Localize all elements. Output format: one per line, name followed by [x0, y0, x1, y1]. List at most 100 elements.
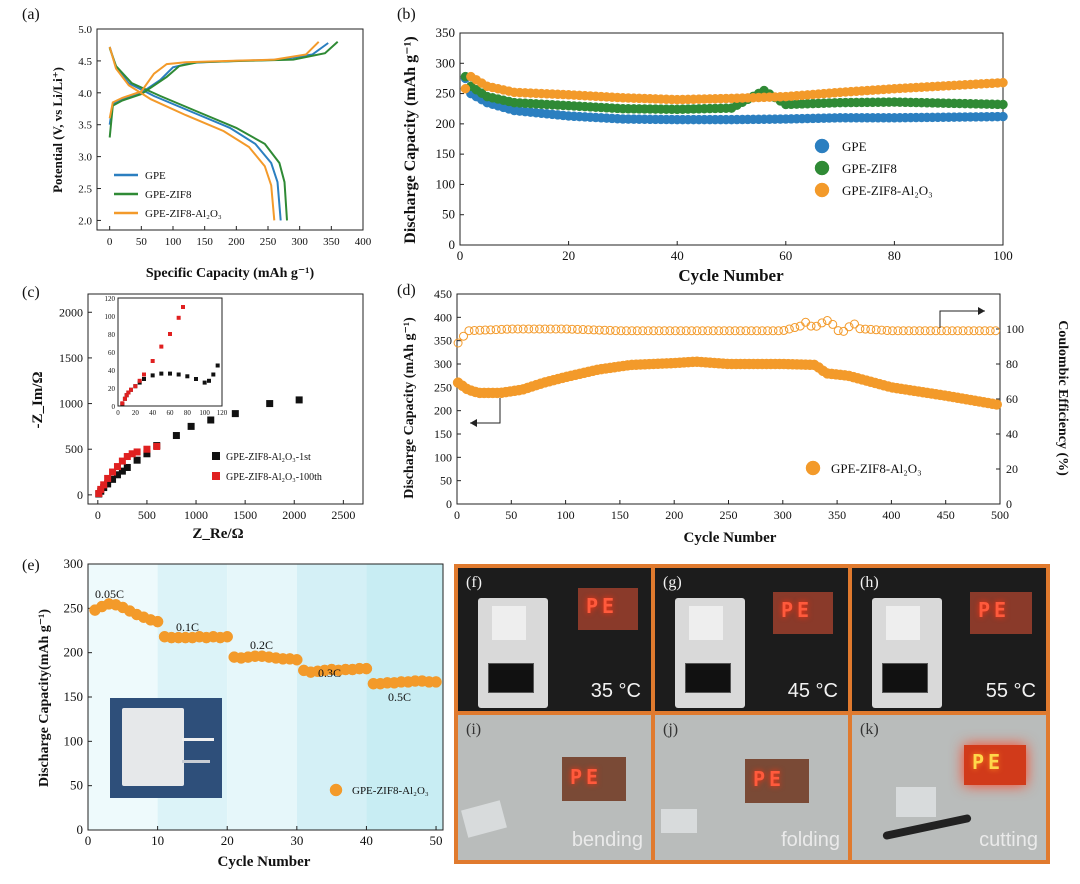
- heater-display: [488, 663, 534, 693]
- efficiency-point: [871, 325, 881, 335]
- x-tick-label: 0: [457, 248, 464, 263]
- efficiency-point: [524, 324, 534, 334]
- inset-x-tick-label: 40: [149, 409, 157, 417]
- panel-e: (e) 0 10 20 30 40 50 0 50 100 150 200 250 300 0.05C 0.…: [0, 553, 452, 879]
- chart-e: 0 10 20 30 40 50 0 50 100 150 200 250 300 0.05C 0.1C 0.…: [37, 556, 444, 870]
- x-tick-label: 2500: [331, 508, 355, 522]
- efficiency-point: [974, 326, 984, 336]
- data-point: [172, 432, 180, 440]
- y-tick-label: 0: [77, 488, 83, 502]
- photo-caption-f: 35 °C: [590, 680, 641, 702]
- x-tick-label: 50: [430, 833, 443, 848]
- y-axis-label: Potential (V, vs Li/Li⁺): [50, 67, 65, 193]
- legend-label: GPE-ZIF8-Al₂O₃: [842, 183, 933, 198]
- data-point: [998, 111, 1008, 122]
- panel-label-a: (a): [22, 6, 40, 23]
- efficiency-point: [839, 326, 849, 336]
- data-point: [104, 480, 112, 488]
- y-tick-label: 100: [436, 176, 456, 191]
- efficiency-point: [920, 326, 930, 336]
- photo-g: (g) PE 45 °C: [655, 568, 848, 711]
- rate-label: 0.5C: [388, 690, 411, 704]
- efficiency-point: [535, 324, 545, 334]
- efficiency-point: [556, 324, 566, 334]
- efficiency-point: [632, 326, 642, 336]
- photo-caption-k: cutting: [979, 829, 1038, 851]
- data-point: [100, 481, 108, 489]
- efficiency-point: [469, 325, 479, 335]
- inset-data-point: [150, 373, 155, 378]
- photo-caption-i: bending: [571, 829, 643, 851]
- data-point: [360, 662, 373, 675]
- x-axis-label: Cycle Number: [218, 854, 311, 870]
- inset-data-point: [176, 315, 181, 320]
- x-tick-label: 1500: [233, 508, 257, 522]
- data-point: [291, 654, 303, 666]
- efficiency-point: [480, 325, 490, 335]
- data-point: [998, 77, 1008, 88]
- x-tick-label: 100: [993, 248, 1013, 263]
- efficiency-point: [627, 326, 637, 336]
- chart-d: 0 50 100 150 200 250 300 350 400 450 5000501001502…: [402, 287, 1070, 546]
- efficiency-point: [643, 326, 653, 336]
- efficiency-point: [453, 338, 463, 348]
- y-tick-label: 350: [434, 334, 452, 348]
- inset-data-point: [142, 372, 146, 377]
- y-tick-label: 400: [434, 310, 452, 324]
- efficiency-point: [708, 326, 718, 336]
- legend-label: GPE-ZIF8: [842, 161, 897, 176]
- legend-marker: [814, 160, 830, 176]
- panel-b: (b) 0 20 40 60 80 100 0 50 100 150 200 250 300 350 GPE…: [385, 0, 1080, 290]
- y-tick-label: 500: [65, 442, 83, 456]
- inset-data-point: [124, 393, 129, 398]
- data-point: [113, 471, 121, 479]
- y2-tick-label: 20: [1006, 462, 1018, 476]
- efficiency-point: [817, 318, 827, 328]
- legend-label: GPE: [842, 139, 867, 154]
- efficiency-point: [513, 324, 523, 334]
- y2-axis-label: Coulombic Efficiency (%): [1055, 320, 1070, 476]
- panel-c: (c) 0 500 1000 1500 2000 2500 0 500 1000 1500 2000…: [0, 278, 380, 553]
- heater-display: [882, 663, 928, 693]
- legend-label: GPE-ZIF8: [145, 189, 192, 201]
- legend-label: GPE-ZIF8-Al₂O₃-100th: [226, 472, 322, 483]
- efficiency-point: [931, 326, 941, 336]
- x-tick-label: 150: [611, 508, 629, 522]
- plot-frame: [87, 293, 364, 505]
- efficiency-point: [697, 326, 707, 336]
- inset-x-tick-label: 60: [167, 409, 175, 417]
- efficiency-point: [866, 324, 876, 334]
- photo-k: (k) PE cutting: [852, 715, 1046, 860]
- led-board: [745, 759, 809, 803]
- efficiency-point: [985, 326, 995, 336]
- chart-a: 0 50 100 150 200 250 300 350 400 2.0 2.5 3.0 3.5 4.0 4…: [50, 24, 372, 281]
- x-axis-label: Z_Re/Ω: [192, 526, 243, 542]
- rate-label: 0.05C: [95, 587, 124, 601]
- inset-data-point: [181, 305, 185, 309]
- y2-tick-label: 40: [1006, 427, 1018, 441]
- y2-tick-label: 80: [1006, 357, 1018, 371]
- bent-cell: [461, 800, 507, 838]
- efficiency-point: [540, 324, 550, 334]
- efficiency-point: [578, 325, 588, 335]
- efficiency-point: [768, 326, 778, 336]
- y-tick-label: 150: [64, 689, 84, 704]
- efficiency-point: [529, 324, 539, 334]
- legend-label: GPE: [145, 170, 166, 182]
- efficiency-point: [801, 317, 811, 327]
- inset-x-tick-label: 0: [116, 409, 120, 417]
- inset-y-tick-label: 80: [108, 331, 116, 339]
- y-axis-label: Discharge Capacity(mAh g⁻¹): [37, 609, 52, 787]
- rate-band: [227, 564, 297, 830]
- x-tick-label: 150: [196, 236, 213, 248]
- led-text-k: PE: [972, 750, 1005, 774]
- efficiency-point: [687, 326, 697, 336]
- folded-cell: [661, 809, 697, 833]
- data-point: [207, 416, 215, 424]
- y-tick-label: 100: [64, 733, 84, 748]
- photo-f: (f) PE 35 °C: [458, 568, 651, 711]
- efficiency-point: [594, 325, 604, 335]
- efficiency-point: [849, 319, 859, 329]
- inset-data-point: [133, 384, 138, 389]
- data-point: [295, 396, 303, 404]
